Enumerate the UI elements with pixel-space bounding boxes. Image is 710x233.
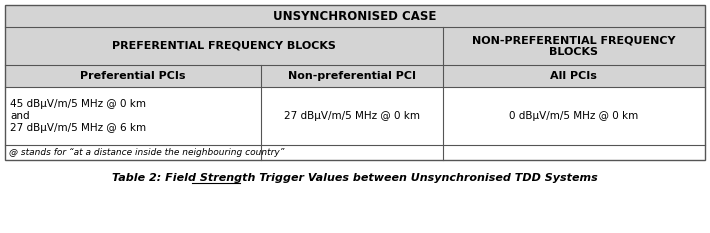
- Bar: [5, 65, 705, 87]
- Text: 45 dBμV/m/5 MHz @ 0 km
and
27 dBμV/m/5 MHz @ 6 km: 45 dBμV/m/5 MHz @ 0 km and 27 dBμV/m/5 M…: [10, 99, 146, 133]
- Text: 0 dBμV/m/5 MHz @ 0 km: 0 dBμV/m/5 MHz @ 0 km: [509, 111, 638, 121]
- Bar: [5, 27, 705, 65]
- Bar: [5, 5, 705, 27]
- Text: PREFERENTIAL FREQUENCY BLOCKS: PREFERENTIAL FREQUENCY BLOCKS: [111, 41, 336, 51]
- Text: Preferential PCIs: Preferential PCIs: [80, 71, 185, 81]
- Bar: [5, 5, 705, 160]
- Bar: [5, 87, 705, 145]
- Text: 27 dBμV/m/5 MHz @ 0 km: 27 dBμV/m/5 MHz @ 0 km: [283, 111, 420, 121]
- Text: All PCIs: All PCIs: [550, 71, 597, 81]
- Text: UNSYNCHRONISED CASE: UNSYNCHRONISED CASE: [273, 10, 437, 23]
- Text: @ stands for “at a distance inside the neighbouring country”: @ stands for “at a distance inside the n…: [9, 148, 285, 157]
- Bar: [5, 145, 705, 160]
- Text: Non-preferential PCI: Non-preferential PCI: [288, 71, 415, 81]
- Text: Table 2: Field Strength Trigger Values between Unsynchronised TDD Systems: Table 2: Field Strength Trigger Values b…: [112, 173, 598, 183]
- Text: NON-PREFERENTIAL FREQUENCY
BLOCKS: NON-PREFERENTIAL FREQUENCY BLOCKS: [472, 35, 675, 57]
